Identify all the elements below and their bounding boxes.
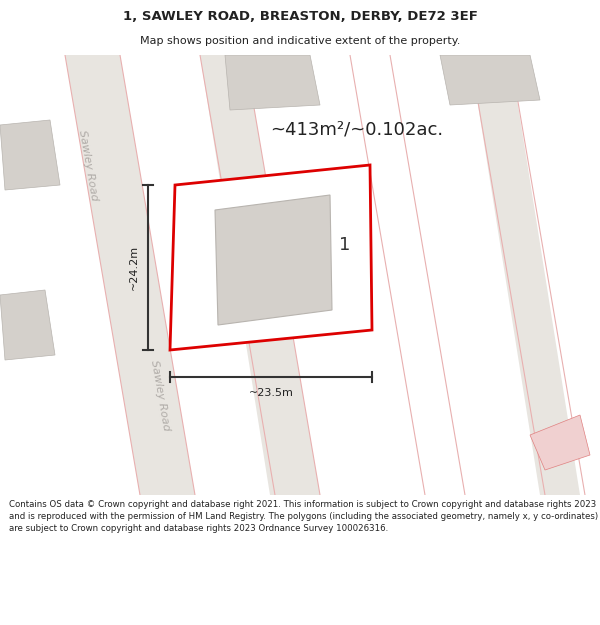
Text: Sawley Road: Sawley Road <box>149 359 171 431</box>
Polygon shape <box>0 290 55 360</box>
Polygon shape <box>225 55 320 110</box>
Text: Sawley Road: Sawley Road <box>77 129 99 201</box>
Polygon shape <box>65 55 195 495</box>
Polygon shape <box>530 415 590 470</box>
Polygon shape <box>470 55 580 495</box>
Text: Map shows position and indicative extent of the property.: Map shows position and indicative extent… <box>140 36 460 46</box>
Text: ~24.2m: ~24.2m <box>129 245 139 290</box>
Text: Contains OS data © Crown copyright and database right 2021. This information is : Contains OS data © Crown copyright and d… <box>9 500 598 532</box>
Text: 1: 1 <box>340 236 350 254</box>
Polygon shape <box>170 165 372 350</box>
Text: ~23.5m: ~23.5m <box>248 388 293 398</box>
Polygon shape <box>0 120 60 190</box>
Polygon shape <box>215 195 332 325</box>
Text: ~413m²/~0.102ac.: ~413m²/~0.102ac. <box>270 121 443 139</box>
Polygon shape <box>200 55 320 495</box>
Text: 1, SAWLEY ROAD, BREASTON, DERBY, DE72 3EF: 1, SAWLEY ROAD, BREASTON, DERBY, DE72 3E… <box>122 10 478 23</box>
Polygon shape <box>440 55 540 105</box>
